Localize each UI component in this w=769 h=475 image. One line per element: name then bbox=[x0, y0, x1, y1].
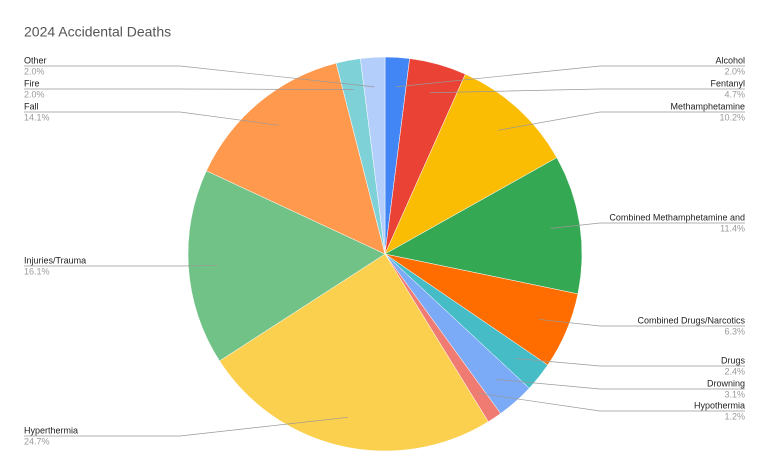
slice-label: Fire bbox=[24, 78, 40, 88]
slice-value-label: 1.2% bbox=[724, 411, 745, 421]
slice-value-label: 24.7% bbox=[24, 436, 50, 446]
slice-value-label: 11.4% bbox=[720, 223, 745, 233]
slice-value-label: 6.3% bbox=[724, 326, 745, 336]
slice-value-label: 14.1% bbox=[24, 112, 50, 122]
pie-slice bbox=[187, 170, 386, 362]
pie-slice bbox=[219, 253, 489, 452]
leader-line bbox=[24, 65, 375, 88]
slice-value-label: 2.0% bbox=[24, 89, 45, 99]
leader-line bbox=[478, 392, 745, 412]
slice-value-label: 2.0% bbox=[724, 66, 745, 76]
pie-slice bbox=[206, 62, 386, 255]
chart-title: 2024 Accidental Deaths bbox=[24, 24, 171, 40]
slice-value-label: 10.2% bbox=[719, 112, 745, 122]
leader-line bbox=[539, 319, 745, 327]
slice-value-label: 16.1% bbox=[24, 266, 50, 276]
leader-line bbox=[495, 379, 745, 390]
leader-line bbox=[24, 416, 349, 437]
leader-line bbox=[24, 111, 279, 126]
slice-label: Other bbox=[24, 55, 47, 65]
slice-label: Fentanyl bbox=[710, 78, 745, 88]
leader-line bbox=[550, 222, 745, 229]
slice-label: Fall bbox=[24, 101, 39, 111]
leader-line bbox=[24, 88, 354, 90]
leader-line bbox=[515, 358, 745, 367]
slice-value-label: 3.1% bbox=[724, 389, 745, 399]
slice-value-label: 2.0% bbox=[24, 66, 45, 76]
slice-label: Hypothermia bbox=[694, 400, 745, 410]
slice-label: Drowning bbox=[707, 378, 745, 388]
leader-line bbox=[395, 65, 745, 88]
slice-label: Methamphetamine bbox=[670, 101, 745, 111]
leader-line bbox=[430, 88, 745, 94]
slice-label: Drugs bbox=[721, 355, 746, 365]
slice-value-label: 4.7% bbox=[724, 89, 745, 99]
slice-label: Combined Methamphetamine and bbox=[609, 212, 745, 222]
slice-label: Hyperthermia bbox=[24, 425, 78, 435]
slice-label: Injuries/Trauma bbox=[24, 255, 86, 265]
slice-value-label: 2.4% bbox=[724, 366, 745, 376]
slice-label: Alcohol bbox=[715, 55, 745, 65]
leader-line bbox=[497, 111, 745, 131]
pie-slice bbox=[384, 157, 583, 295]
pie-slice bbox=[360, 56, 386, 255]
pie-slice bbox=[384, 73, 558, 255]
slice-label: Combined Drugs/Narcotics bbox=[637, 315, 745, 325]
